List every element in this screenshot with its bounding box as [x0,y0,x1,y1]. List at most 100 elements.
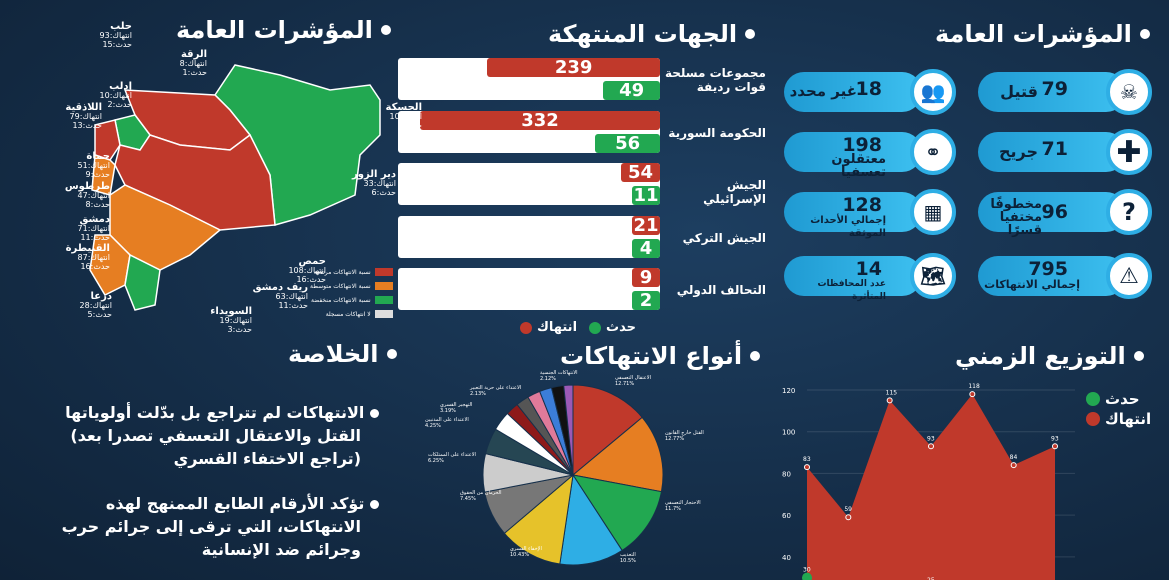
stat-detained: 198 معتقلون تعسفيا [784,132,922,179]
pie-label-text: الحرمان من الحقوق [460,490,502,496]
title-text: المؤشرات العامة [935,20,1132,48]
pie-slice [559,473,623,566]
violations-point [969,391,976,398]
violations-label: إجمالي الانتهاكات [984,278,1080,291]
group-icon: 👥 [910,69,956,115]
legend-events: حدث [589,320,636,335]
title-text: المؤشرات العامة [176,16,373,44]
timeline-chart: 120 100 80 60 40 83 59 115 93 118 84 93 30 25 [782,383,1075,580]
stat-injured: 71 جريح [978,132,1126,172]
section-title-violating-parties: الجهات المنتهكة [548,20,756,48]
violations-data-label: 93 [927,435,935,442]
events-bar: 11 [632,185,660,206]
section-title-violation-types: أنواع الانتهاكات [560,342,761,370]
governorate-name: دمشق [79,214,110,225]
pie-slice [503,473,574,565]
pie-label-text: التهجير القسري [440,402,473,408]
governorate-events: حدث:8 [85,200,110,209]
pie-label-percent: 2.12% [540,376,556,382]
violations-bar: 54 [620,163,660,182]
pie-label-text: الاعتداء على الممتلكات [428,452,476,458]
violations-data-label: 115 [886,389,898,396]
label: حدث [1105,390,1140,408]
pie-label-percent: 12.77% [665,436,685,442]
bullet-dot [750,351,761,361]
violations-data-label: 93 [1051,435,1059,442]
party-bar-box: 332 56 [398,111,660,153]
injured-label: جريح [998,142,1038,161]
pie-label-percent: 12.71% [615,381,635,387]
pie-label-percent: 6.25% [428,458,444,464]
party-label-line-1: التحالف الدولي [676,283,766,297]
violations-value: 795 [1028,258,1068,280]
violations-point [845,514,852,521]
events-bar: 2 [632,291,660,310]
parties-legend: انتهاك حدث [520,320,636,335]
detained-value: 198 [842,134,882,156]
map-label-governorate: السويداء انتهاك:19 حدث:3 [210,307,252,335]
governorate-events: حدث:16 [296,275,326,284]
stat-killed: 79 قتيل [978,72,1126,112]
governorate-name: الحسكة [385,102,422,113]
stat-events: 128 إجمالي الأحداث الموثقة [784,192,922,239]
governorate-violations: انتهاك:10 [99,91,132,100]
pie-label-percent: 4.25% [425,423,441,429]
pie-label-percent: 10.5% [620,558,636,564]
kidnapped-value: 96 [1041,201,1068,223]
events-bar: 4 [632,239,660,258]
swatch-red [374,268,393,276]
governorate-violations: انتهاك:108 [288,266,326,275]
y-tick-label: 80 [782,470,791,478]
governorate-violations: انتهاك:10 [389,112,422,121]
title-text: الخلاصة [288,340,379,368]
pie-label-percent: 11.7% [665,506,681,512]
map-legend-none: لا انتهاكات مسجلة [310,307,393,321]
label: انتهاك [1105,410,1152,428]
governorate-name: درعا [90,291,112,302]
section-title-general-indicators: المؤشرات العامة [935,20,1150,48]
detained-label: معتقلون تعسفيا [831,152,886,180]
syria-map [89,64,381,311]
pie-label-percent: 7.45% [460,496,476,502]
stat-unknown: 18 غير محدد [784,72,922,112]
pie-label: القتل خارج القانون 12.77% [665,430,704,442]
governorate-events: حدث:1 [182,68,207,77]
governorate-events: حدث:13 [72,121,102,130]
party-bar-box: 54 11 [398,163,660,205]
map-label-governorate: دمشق انتهاك:71 حدث:11 [77,214,110,243]
green-dot [589,321,602,334]
conclusion-1-line-2: (القتل والاعتقال التعسفي تصدرا بعد [70,426,361,445]
killed-label: قتيل [1000,82,1038,101]
governorate-violations: انتهاك:63 [275,292,308,301]
map-label-governorate: إدلب انتهاك:10 حدث:2 [99,82,132,110]
pie-label: التهجير القسري 3.19% [440,402,472,414]
governorate-name: الرقة [180,49,207,60]
governorate-name: دير الزور [352,169,396,180]
governorate-name: حماة [86,151,110,162]
text: الانتهاكات لم تتراجع بل بدّلت أولوياتها [65,403,365,422]
kidnapped-label-2: مختفيا قسرًا [999,210,1042,238]
map-label-governorate: دير الزور انتهاك:33 حدث:6 [352,169,396,198]
unknown-value: 18 [855,78,882,100]
party-label-line-1: الحكومة السورية [668,126,766,140]
map-icon: 🗺 [910,253,956,299]
pie-label: الاحتجاز التعسفي 11.7% [665,500,701,512]
governorate-events: حدث:15 [102,40,132,49]
governorate-events: حدث:2 [107,100,132,109]
skull-icon: ☠ [1106,69,1152,115]
green-dot [1086,392,1100,406]
legend-violations-label: انتهاك [537,320,578,335]
region-tartous [91,153,116,196]
governorate-violations: انتهاك:8 [179,59,207,68]
conclusion-point-1: الانتهاكات لم تتراجع بل بدّلت أولوياتها … [65,401,379,470]
party-label-line-1: مجموعات مسلحة [664,66,766,80]
pie-label-text: الاحتجاز التعسفي [665,500,701,506]
pie-slice [572,384,643,477]
governorate-name: طرطوس [64,181,110,192]
question-icon: ? [1106,189,1152,235]
red-dot [520,321,532,334]
governorate-violations: انتهاك:71 [77,224,110,233]
party-label: الجيش التركي [664,231,766,245]
governorate-violations: انتهاك:33 [363,179,396,188]
bullet-dot [370,500,379,509]
